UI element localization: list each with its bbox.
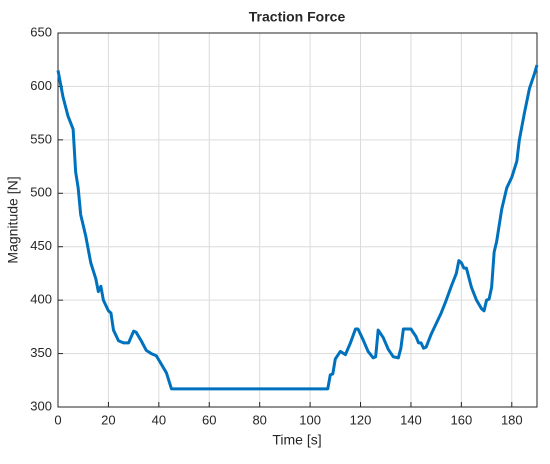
axes-box	[57, 32, 538, 408]
x-tick-label: 80	[252, 412, 266, 427]
y-axis-label: Magnitude [N]	[5, 176, 21, 263]
x-tick-label: 20	[101, 412, 115, 427]
y-tick-label: 350	[30, 345, 52, 360]
y-tick-label: 550	[30, 131, 52, 146]
x-tick-label: 100	[299, 412, 321, 427]
x-tick-label: 40	[152, 412, 166, 427]
y-tick-label: 600	[30, 78, 52, 93]
x-tick-label: 0	[54, 412, 61, 427]
x-tick-label: 180	[501, 412, 523, 427]
x-tick-label: 160	[451, 412, 473, 427]
y-tick-label: 300	[30, 398, 52, 413]
x-tick-label: 140	[400, 412, 422, 427]
data-line	[56, 64, 539, 391]
plot-area	[58, 33, 537, 407]
x-tick-label: 60	[202, 412, 216, 427]
y-tick-label: 500	[30, 185, 52, 200]
y-tick-label: 650	[30, 24, 52, 39]
chart-title: Traction Force	[249, 9, 346, 25]
x-axis-label: Time [s]	[272, 432, 321, 448]
y-tick-label: 400	[30, 292, 52, 307]
y-tick-label: 450	[30, 238, 52, 253]
x-tick-label: 120	[350, 412, 372, 427]
